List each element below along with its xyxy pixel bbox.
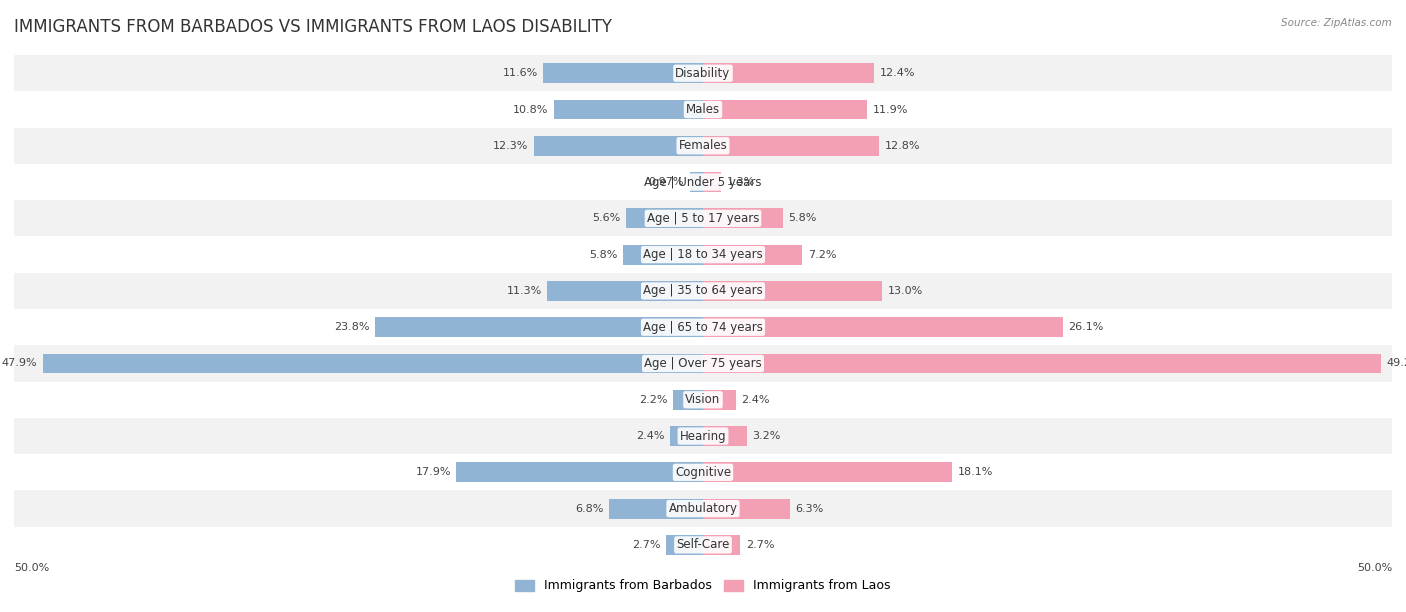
- Text: 5.8%: 5.8%: [589, 250, 617, 259]
- Bar: [14, 91, 1392, 128]
- Bar: [669, 426, 703, 446]
- Bar: [703, 245, 803, 264]
- Bar: [626, 208, 703, 228]
- Bar: [14, 382, 1392, 418]
- Text: 1.3%: 1.3%: [727, 177, 755, 187]
- Bar: [609, 499, 703, 518]
- Text: Vision: Vision: [685, 394, 721, 406]
- Bar: [14, 55, 1392, 91]
- Text: 10.8%: 10.8%: [513, 105, 548, 114]
- Bar: [703, 63, 875, 83]
- Text: 50.0%: 50.0%: [1357, 563, 1392, 573]
- Text: 12.3%: 12.3%: [492, 141, 529, 151]
- Bar: [666, 535, 703, 555]
- Bar: [14, 128, 1392, 164]
- Text: Hearing: Hearing: [679, 430, 727, 442]
- Text: Source: ZipAtlas.com: Source: ZipAtlas.com: [1281, 18, 1392, 28]
- Bar: [623, 245, 703, 264]
- Bar: [14, 309, 1392, 345]
- Bar: [14, 164, 1392, 200]
- Text: Age | 5 to 17 years: Age | 5 to 17 years: [647, 212, 759, 225]
- Legend: Immigrants from Barbados, Immigrants from Laos: Immigrants from Barbados, Immigrants fro…: [510, 575, 896, 597]
- Text: 2.4%: 2.4%: [741, 395, 770, 405]
- Bar: [672, 390, 703, 410]
- Text: 5.8%: 5.8%: [789, 214, 817, 223]
- Text: 26.1%: 26.1%: [1069, 322, 1104, 332]
- Bar: [703, 354, 1381, 373]
- Text: 12.4%: 12.4%: [879, 68, 915, 78]
- Text: 2.2%: 2.2%: [638, 395, 668, 405]
- Bar: [14, 273, 1392, 309]
- Text: Females: Females: [679, 140, 727, 152]
- Bar: [703, 281, 882, 301]
- Bar: [703, 535, 740, 555]
- Bar: [375, 317, 703, 337]
- Bar: [703, 208, 783, 228]
- Text: 7.2%: 7.2%: [807, 250, 837, 259]
- Text: 17.9%: 17.9%: [415, 468, 451, 477]
- Text: 11.3%: 11.3%: [506, 286, 541, 296]
- Text: Age | 35 to 64 years: Age | 35 to 64 years: [643, 285, 763, 297]
- Text: 0.97%: 0.97%: [648, 177, 685, 187]
- Bar: [703, 136, 879, 156]
- Text: 23.8%: 23.8%: [335, 322, 370, 332]
- Bar: [703, 426, 747, 446]
- Text: 2.7%: 2.7%: [631, 540, 661, 550]
- Bar: [703, 100, 868, 119]
- Text: 13.0%: 13.0%: [887, 286, 922, 296]
- Bar: [554, 100, 703, 119]
- Bar: [44, 354, 703, 373]
- Bar: [457, 462, 703, 482]
- Text: 2.4%: 2.4%: [636, 431, 665, 441]
- Bar: [703, 172, 721, 192]
- Text: 6.3%: 6.3%: [796, 504, 824, 513]
- Bar: [14, 236, 1392, 273]
- Bar: [14, 418, 1392, 454]
- Bar: [703, 462, 952, 482]
- Bar: [543, 63, 703, 83]
- Text: Disability: Disability: [675, 67, 731, 80]
- Text: 18.1%: 18.1%: [957, 468, 993, 477]
- Bar: [703, 499, 790, 518]
- Bar: [703, 390, 737, 410]
- Text: 11.9%: 11.9%: [873, 105, 908, 114]
- Bar: [14, 490, 1392, 527]
- Bar: [14, 527, 1392, 563]
- Text: 50.0%: 50.0%: [14, 563, 49, 573]
- Bar: [689, 172, 703, 192]
- Text: 6.8%: 6.8%: [575, 504, 603, 513]
- Bar: [14, 345, 1392, 382]
- Text: 47.9%: 47.9%: [1, 359, 38, 368]
- Text: 3.2%: 3.2%: [752, 431, 780, 441]
- Bar: [14, 454, 1392, 490]
- Bar: [547, 281, 703, 301]
- Text: IMMIGRANTS FROM BARBADOS VS IMMIGRANTS FROM LAOS DISABILITY: IMMIGRANTS FROM BARBADOS VS IMMIGRANTS F…: [14, 18, 612, 36]
- Text: 49.2%: 49.2%: [1386, 359, 1406, 368]
- Text: Age | 18 to 34 years: Age | 18 to 34 years: [643, 248, 763, 261]
- Text: 2.7%: 2.7%: [745, 540, 775, 550]
- Text: Age | Over 75 years: Age | Over 75 years: [644, 357, 762, 370]
- Text: 12.8%: 12.8%: [884, 141, 921, 151]
- Bar: [14, 200, 1392, 236]
- Text: Cognitive: Cognitive: [675, 466, 731, 479]
- Bar: [533, 136, 703, 156]
- Text: 11.6%: 11.6%: [502, 68, 537, 78]
- Text: 5.6%: 5.6%: [592, 214, 620, 223]
- Text: Ambulatory: Ambulatory: [668, 502, 738, 515]
- Text: Self-Care: Self-Care: [676, 539, 730, 551]
- Bar: [703, 317, 1063, 337]
- Text: Males: Males: [686, 103, 720, 116]
- Text: Age | 65 to 74 years: Age | 65 to 74 years: [643, 321, 763, 334]
- Text: Age | Under 5 years: Age | Under 5 years: [644, 176, 762, 188]
